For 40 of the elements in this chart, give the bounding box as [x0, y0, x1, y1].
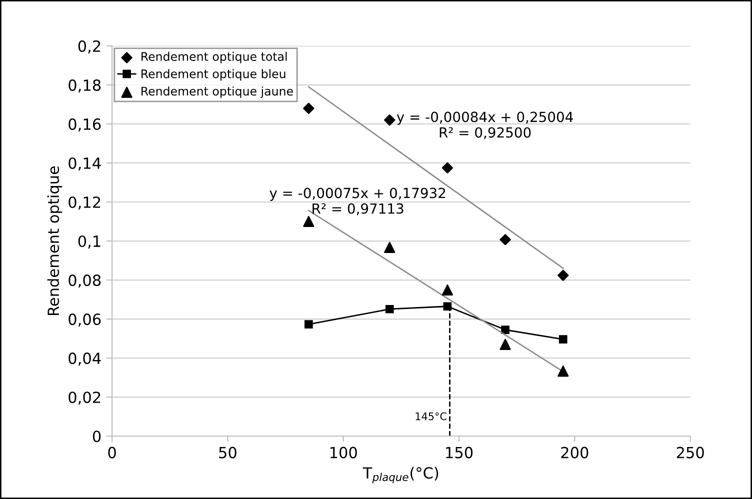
x-tick-label: 150	[446, 446, 473, 458]
y-tick-label: 0	[92, 430, 101, 442]
point	[384, 242, 396, 254]
point	[558, 335, 568, 344]
y-tick-label: 0,06	[68, 314, 101, 327]
y-tick-label: 0,08	[68, 274, 101, 288]
legend-label: Rendement optique jaune	[142, 86, 293, 98]
point	[500, 234, 511, 246]
legend-label: Rendement optique total	[142, 52, 287, 64]
point	[558, 366, 569, 377]
y-tick-label: 0,1	[78, 235, 100, 249]
point	[442, 284, 454, 296]
point	[500, 338, 511, 350]
y-tick-label: 0,04	[68, 352, 101, 366]
y-tick-label: 0,14	[68, 157, 101, 171]
x-tick-label: 200	[561, 446, 588, 458]
point	[443, 302, 452, 311]
legend-label: Rendement optique bleu	[142, 69, 286, 81]
point	[304, 320, 313, 328]
annotation: y = -0,00075x + 0,17932 R² = 0,97113	[270, 188, 446, 216]
x-tick-label: 0	[108, 446, 116, 458]
y-axis-title: Rendement optique	[47, 166, 62, 316]
point	[501, 326, 510, 334]
x-tick-label: 250	[676, 446, 704, 458]
y-tick-label: 0,12	[68, 196, 100, 210]
annotation: y = -0,00084x + 0,25004 R² = 0,92500	[396, 112, 573, 140]
point	[303, 216, 314, 228]
x-tick-label: 100	[330, 446, 357, 458]
x-tick-label: 50	[219, 446, 236, 458]
y-tick-label: 0,18	[68, 79, 101, 93]
point	[385, 304, 394, 314]
y-tick-label: 0,16	[68, 118, 101, 132]
point	[303, 102, 314, 114]
point	[442, 162, 454, 174]
x-axis-title: T$_{plaque}$(°C)	[362, 466, 438, 484]
y-tick-label: 0,2	[78, 40, 100, 54]
y-tick-label: 0,02	[68, 392, 100, 405]
point	[384, 114, 396, 126]
annotation: 145°C	[416, 412, 446, 420]
point	[558, 270, 569, 281]
